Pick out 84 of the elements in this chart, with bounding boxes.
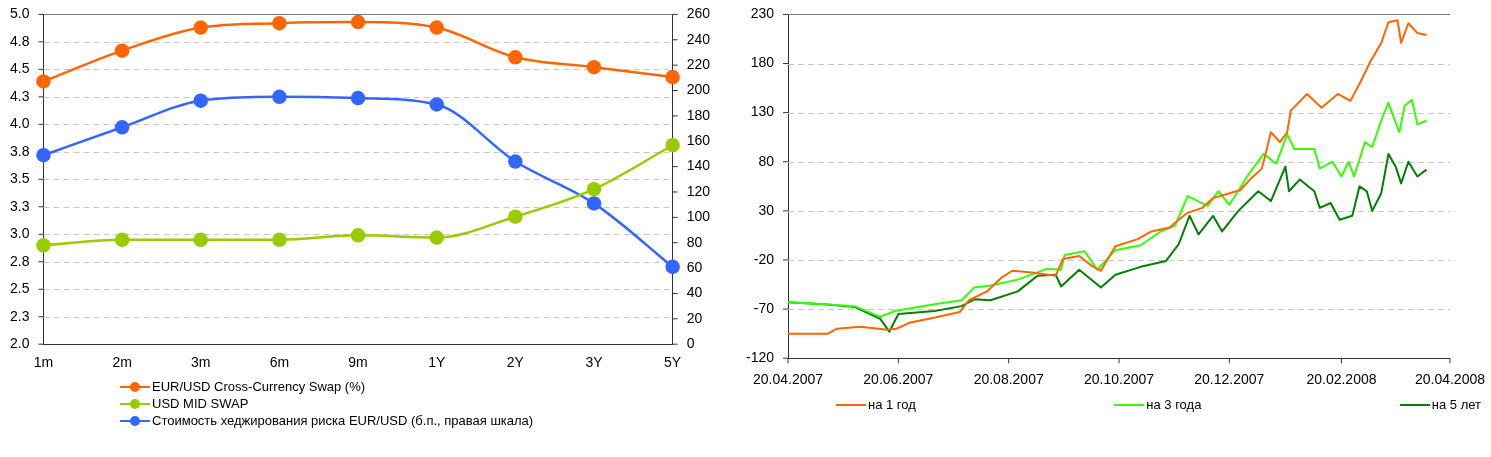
y2-tick-label: 140: [686, 157, 711, 174]
y-tick-label: 30: [758, 201, 775, 218]
point: [272, 15, 287, 31]
y2-tick-label: 160: [686, 132, 711, 149]
point: [272, 89, 287, 105]
point: [36, 74, 51, 89]
legend-label: на 3 года: [1146, 397, 1202, 412]
point: [36, 147, 51, 163]
y2-tick-label: 240: [686, 30, 711, 47]
y-tick-label: 3.5: [9, 170, 30, 187]
y2-tick-label: 120: [686, 182, 711, 199]
y-tick-label: 5.0: [9, 5, 30, 22]
y-tick-label: 3.8: [9, 142, 30, 159]
x-tick-label: 20.02.2008: [1306, 371, 1377, 388]
y-tick-label: 2.5: [9, 280, 30, 297]
point: [193, 93, 209, 108]
x-tick-label: 20.08.2007: [973, 371, 1044, 388]
y-tick-label: 2.3: [9, 307, 30, 324]
x-tick-label: 2Y: [506, 354, 525, 371]
legend-label: EUR/USD Cross-Currency Swap (%): [152, 379, 366, 394]
point: [193, 232, 209, 248]
point: [350, 90, 366, 106]
y-tick-label: 4.5: [9, 60, 30, 77]
y-tick-label: 4.8: [9, 32, 30, 49]
x-tick-label: 1Y: [428, 354, 446, 371]
y-tick-label: 4.3: [9, 87, 30, 104]
y-tick-label: -20: [753, 250, 775, 267]
x-tick-label: 1m: [33, 354, 54, 371]
x-tick-label: 20.12.2007: [1194, 371, 1265, 388]
legend-label: USD MID SWAP: [152, 396, 249, 411]
y2-tick-label: 20: [686, 309, 703, 326]
point: [586, 181, 602, 197]
y-tick-label: 3.3: [9, 197, 30, 214]
x-tick-label: 20.04.2008: [1414, 371, 1486, 388]
y-tick-label: 3.0: [9, 225, 30, 242]
x-tick-label: 20.10.2007: [1083, 371, 1155, 388]
x-tick-label: 3m: [191, 354, 211, 371]
y-tick-label: 2.8: [9, 252, 30, 269]
y2-tick-label: 220: [686, 56, 711, 72]
y-tick-label: 2.0: [9, 335, 30, 352]
y2-tick-label: 180: [686, 106, 711, 123]
legend-label: на 1 год: [868, 397, 916, 412]
point: [508, 50, 523, 65]
y-tick-label: 80: [758, 152, 775, 169]
point: [114, 232, 130, 248]
point: [665, 69, 680, 85]
y-tick-label: 180: [750, 54, 775, 71]
y2-tick-label: 100: [686, 208, 711, 225]
y-tick-label: -120: [745, 349, 775, 366]
y2-tick-label: 80: [686, 233, 703, 250]
x-tick-label: 2m: [112, 354, 132, 371]
point: [508, 209, 523, 224]
y-tick-label: -70: [753, 299, 775, 316]
point: [586, 196, 602, 211]
point: [272, 232, 287, 248]
point: [350, 14, 366, 30]
x-tick-label: 5Y: [664, 354, 682, 371]
x-tick-label: 6m: [269, 354, 290, 371]
legend-label: Стоимость хеджирования риска EUR/USD (б.п., правая шкала): [152, 413, 534, 428]
y2-tick-label: 40: [686, 284, 703, 301]
y2-tick-label: 0: [686, 335, 695, 352]
x-tick-label: 9m: [348, 354, 368, 371]
point: [429, 230, 444, 245]
point: [429, 97, 444, 112]
point: [350, 228, 366, 243]
x-tick-label: 20.06.2007: [863, 371, 934, 388]
y-tick-label: 130: [750, 103, 775, 120]
y2-tick-label: 60: [686, 258, 703, 275]
point: [508, 154, 523, 169]
x-tick-label: 20.04.2007: [752, 371, 824, 388]
point: [665, 137, 680, 153]
point: [193, 20, 209, 35]
point: [114, 43, 130, 58]
point: [429, 20, 444, 35]
x-tick-label: 3Y: [585, 354, 604, 371]
y-tick-label: 4.0: [9, 115, 30, 132]
y2-tick-label: 200: [686, 81, 711, 98]
y2-tick-label: 260: [686, 5, 711, 22]
point: [665, 259, 680, 275]
legend-label: на 5 лет: [1431, 397, 1481, 412]
point: [36, 238, 51, 253]
y-tick-label: 230: [750, 5, 775, 22]
point: [586, 59, 602, 75]
point: [114, 120, 130, 135]
